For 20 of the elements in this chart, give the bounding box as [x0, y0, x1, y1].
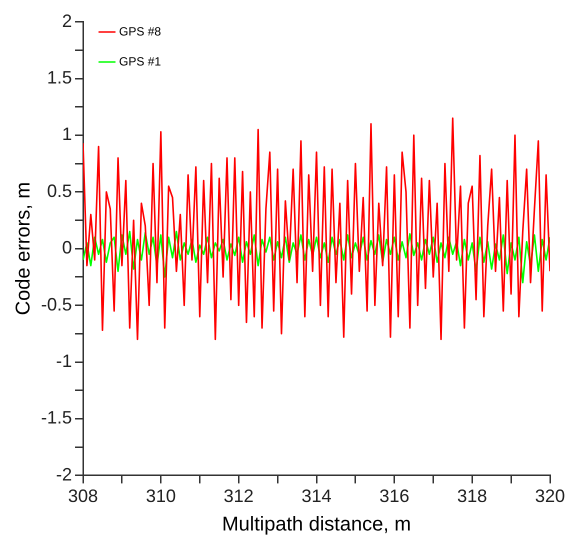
y-tick-label: 1.5 [46, 67, 72, 88]
y-axis-title: Code errors, m [12, 182, 35, 316]
x-tick-label: 312 [224, 486, 254, 506]
x-tick-label: 316 [379, 486, 410, 506]
y-tick-label: -1 [56, 350, 72, 371]
y-tick-label: -2 [56, 464, 72, 484]
y-tick-label: -0.5 [40, 294, 72, 314]
y-tick-label: -1.5 [40, 408, 72, 428]
y-tick-label: 0 [62, 238, 72, 258]
x-axis-title: Multipath distance, m [222, 514, 411, 536]
y-tick-label: 1 [62, 124, 72, 144]
x-tick-label: 308 [68, 486, 98, 506]
x-tick-label: 314 [301, 486, 332, 506]
legend-label: GPS #1 [119, 54, 162, 68]
legend-label: GPS #8 [119, 24, 162, 38]
x-tick-label: 318 [457, 486, 488, 506]
x-tick-label: 310 [146, 486, 176, 506]
y-tick-label: 2 [62, 10, 72, 31]
x-tick-label: 320 [534, 486, 566, 506]
y-tick-label: 0.5 [46, 180, 72, 201]
